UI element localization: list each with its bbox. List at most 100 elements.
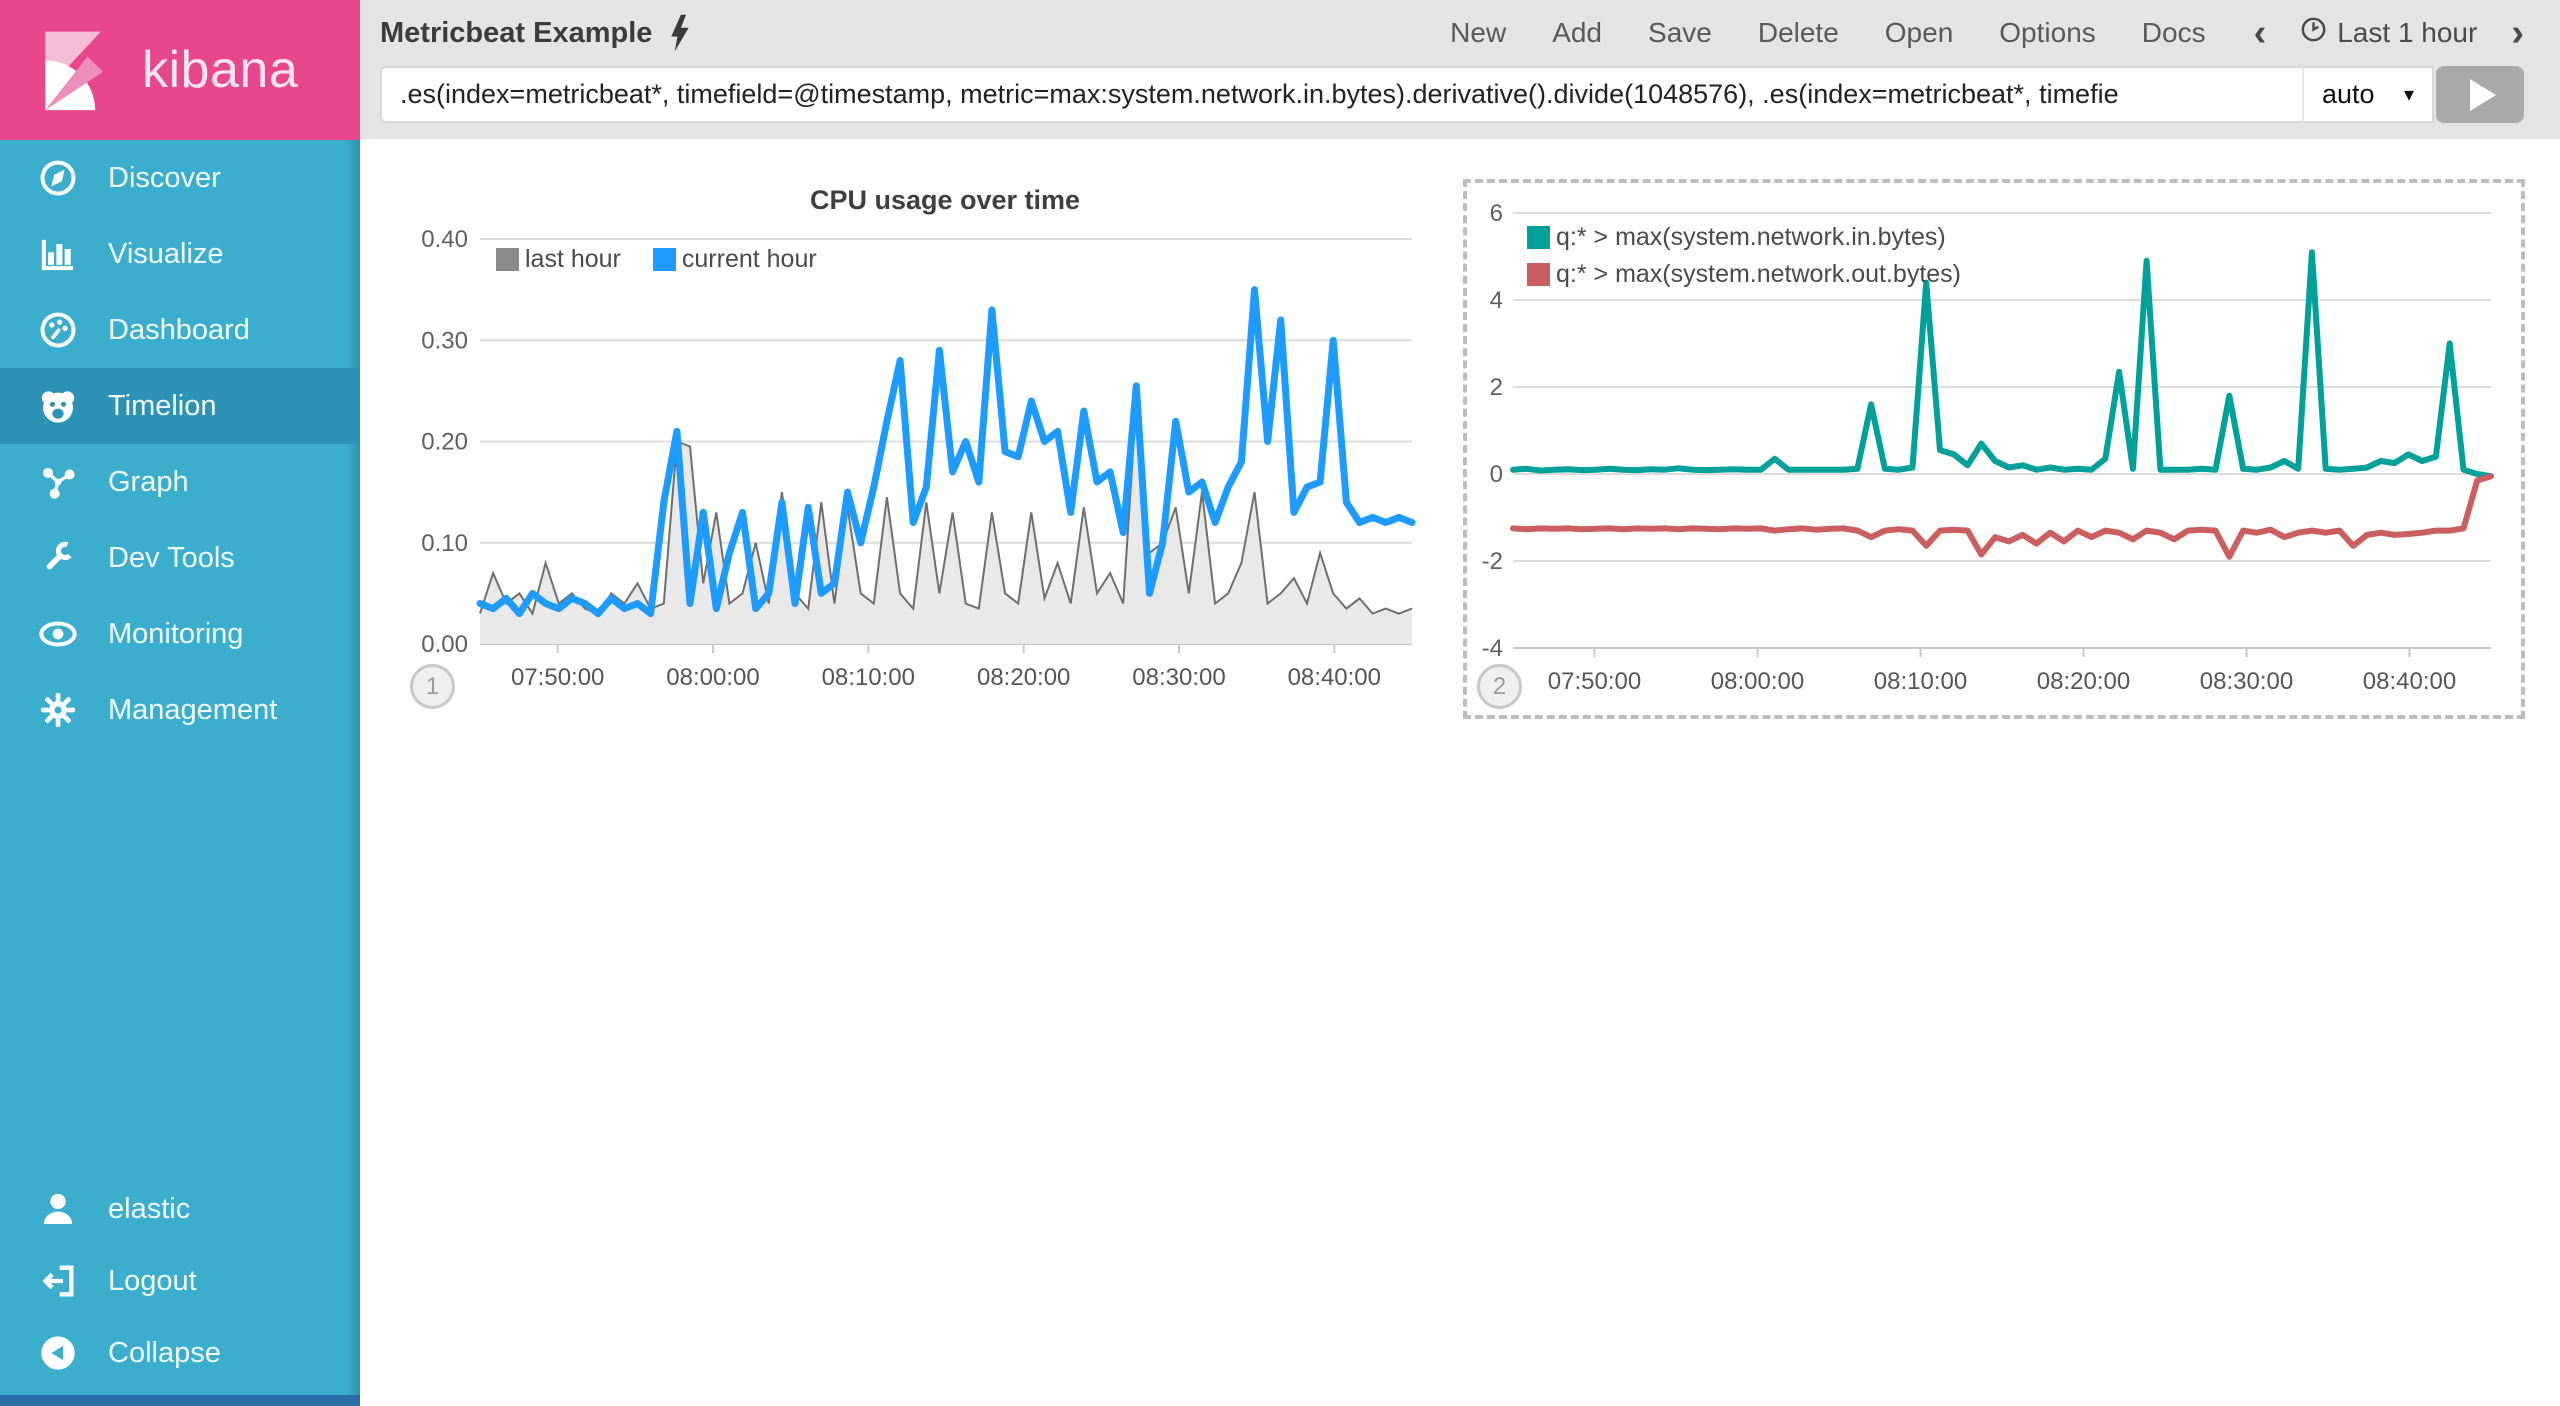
query-bar: auto ▾	[380, 66, 2524, 123]
sidebar-item-discover[interactable]: Discover	[0, 140, 360, 216]
sidebar-footer: elastic Logout Collapse	[0, 1173, 360, 1395]
svg-text:08:30:00: 08:30:00	[1132, 664, 1225, 691]
wrench-icon	[36, 536, 80, 580]
svg-text:08:40:00: 08:40:00	[2363, 668, 2456, 695]
sidebar-item-label: Management	[108, 693, 278, 726]
svg-text:08:00:00: 08:00:00	[1711, 668, 1804, 695]
sidebar-spacer	[0, 748, 360, 1173]
time-range-button[interactable]: Last 1 hour	[2300, 16, 2477, 50]
svg-text:4: 4	[1490, 287, 1503, 314]
sidebar-item-label: Dashboard	[108, 313, 250, 346]
interval-select[interactable]: auto ▾	[2302, 66, 2434, 123]
svg-text:6: 6	[1490, 200, 1503, 227]
svg-text:0.40: 0.40	[421, 226, 468, 253]
sidebar-item-label: Discover	[108, 161, 221, 194]
main-area: Metricbeat Example New Add Save Delete O…	[360, 0, 2560, 1406]
title-row: Metricbeat Example New Add Save Delete O…	[380, 0, 2524, 66]
time-picker: ‹ Last 1 hour ›	[2254, 14, 2524, 52]
sidebar-item-label: Collapse	[108, 1336, 221, 1369]
sidebar-item-label: elastic	[108, 1192, 191, 1225]
caret-down-icon: ▾	[2403, 84, 2414, 106]
chart-2-legend: q:* > max(system.network.in.bytes) q:* >…	[1527, 223, 1961, 289]
clock-icon	[2300, 16, 2327, 50]
topbar: Metricbeat Example New Add Save Delete O…	[360, 0, 2560, 139]
svg-text:08:10:00: 08:10:00	[1874, 668, 1967, 695]
svg-text:08:20:00: 08:20:00	[2037, 668, 2130, 695]
play-icon	[2470, 78, 2496, 111]
kibana-logo[interactable]: kibana	[0, 0, 360, 140]
run-query-button[interactable]	[2436, 66, 2524, 123]
svg-text:07:50:00: 07:50:00	[1548, 668, 1641, 695]
legend-swatch-blue	[652, 248, 676, 271]
sidebar-item-label: Monitoring	[108, 617, 244, 650]
kibana-logo-text: kibana	[142, 41, 299, 99]
menu-docs[interactable]: Docs	[2141, 17, 2206, 48]
gear-icon	[36, 688, 80, 732]
menu-add[interactable]: Add	[1552, 17, 1603, 48]
eye-icon	[36, 612, 80, 656]
logout-icon	[36, 1259, 80, 1303]
topbar-menu: New Add Save Delete Open Options Docs	[1450, 17, 2205, 49]
legend-item: q:* > max(system.network.in.bytes)	[1527, 223, 1961, 252]
bar-chart-icon	[36, 232, 80, 276]
svg-text:0.00: 0.00	[421, 631, 468, 658]
legend-item: current hour	[652, 245, 817, 274]
sidebar-item-timelion[interactable]: Timelion	[0, 368, 360, 444]
svg-text:08:30:00: 08:30:00	[2200, 668, 2293, 695]
menu-delete[interactable]: Delete	[1757, 17, 1839, 48]
compass-icon	[36, 156, 80, 200]
dashboard-icon	[36, 308, 80, 352]
menu-open[interactable]: Open	[1884, 17, 1954, 48]
sidebar-nav: Discover Visualize Dashboard Timelion	[0, 140, 360, 748]
graph-icon	[36, 460, 80, 504]
sidebar-item-dashboard[interactable]: Dashboard	[0, 292, 360, 368]
legend-item: q:* > max(system.network.out.bytes)	[1527, 260, 1961, 289]
sidebar-item-label: Visualize	[108, 237, 224, 270]
sidebar-item-collapse[interactable]: Collapse	[0, 1317, 360, 1389]
svg-text:0.10: 0.10	[421, 530, 468, 557]
sidebar-item-dev-tools[interactable]: Dev Tools	[0, 520, 360, 596]
timelion-expression-input[interactable]	[380, 66, 2302, 123]
legend-swatch-teal	[1527, 226, 1550, 249]
charts-row: 0.40 0.30 0.20 0.10 0.00 07:50:00 08:00:00 08:1…	[360, 139, 2560, 719]
timelion-chart-2-selected[interactable]: 6 4 2 0 -2 -4 07:50:00 08:00:00 08:10:00 08:20:00…	[1463, 179, 2525, 719]
legend-swatch-gray	[496, 248, 519, 271]
svg-text:-2: -2	[1482, 548, 1503, 575]
sidebar-item-label: Graph	[108, 465, 189, 498]
menu-options[interactable]: Options	[1999, 17, 2096, 48]
timelion-chart-1[interactable]: 0.40 0.30 0.20 0.10 0.00 07:50:00 08:00:00 08:1…	[408, 179, 1420, 719]
legend-swatch-red	[1527, 263, 1550, 286]
svg-text:07:50:00: 07:50:00	[511, 664, 604, 691]
sidebar-item-label: Dev Tools	[108, 541, 235, 574]
svg-text:0.20: 0.20	[421, 429, 468, 456]
chart-2-number-badge: 2	[1477, 664, 1522, 709]
collapse-icon	[36, 1331, 80, 1375]
kibana-logo-icon	[30, 22, 122, 119]
svg-text:2: 2	[1490, 374, 1503, 401]
timelion-bear-icon	[36, 384, 80, 428]
svg-text:08:00:00: 08:00:00	[666, 664, 759, 691]
time-range-label: Last 1 hour	[2337, 17, 2478, 48]
chevron-right-icon[interactable]: ›	[2511, 12, 2524, 54]
svg-text:0.30: 0.30	[421, 327, 468, 354]
sidebar-item-label: Timelion	[108, 389, 217, 422]
svg-text:08:40:00: 08:40:00	[1288, 664, 1381, 691]
legend-item: last hour	[496, 245, 621, 274]
sidebar-item-management[interactable]: Management	[0, 672, 360, 748]
svg-text:08:10:00: 08:10:00	[822, 664, 915, 691]
menu-save[interactable]: Save	[1648, 17, 1712, 48]
sidebar-item-logout[interactable]: Logout	[0, 1245, 360, 1317]
chart-1-number-badge: 1	[410, 664, 455, 709]
svg-text:08:20:00: 08:20:00	[977, 664, 1070, 691]
sidebar-item-label: Logout	[108, 1264, 197, 1297]
sidebar-item-visualize[interactable]: Visualize	[0, 216, 360, 292]
sidebar-item-graph[interactable]: Graph	[0, 444, 360, 520]
sidebar-item-user[interactable]: elastic	[0, 1173, 360, 1245]
page-title: Metricbeat Example	[380, 16, 653, 49]
chart-1-legend: last hour current hour	[496, 245, 817, 274]
chevron-left-icon[interactable]: ‹	[2253, 12, 2267, 54]
interval-value: auto	[2322, 79, 2375, 109]
menu-new[interactable]: New	[1450, 17, 1507, 48]
sidebar-item-monitoring[interactable]: Monitoring	[0, 596, 360, 672]
